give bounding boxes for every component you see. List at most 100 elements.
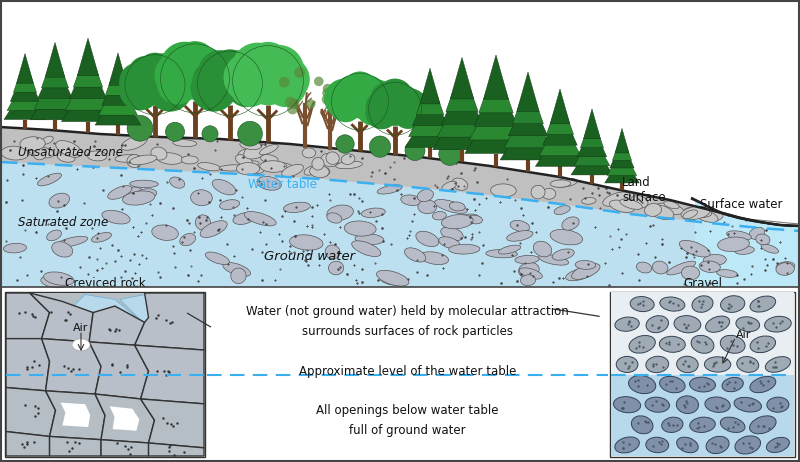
Ellipse shape [679, 240, 710, 257]
Ellipse shape [572, 263, 600, 280]
Polygon shape [474, 77, 518, 127]
Ellipse shape [550, 180, 571, 187]
Ellipse shape [438, 237, 460, 249]
Circle shape [202, 126, 218, 142]
Ellipse shape [3, 243, 26, 253]
Polygon shape [610, 140, 634, 168]
Circle shape [279, 77, 290, 87]
Ellipse shape [646, 437, 669, 453]
Ellipse shape [219, 200, 240, 210]
Ellipse shape [261, 155, 278, 164]
Polygon shape [6, 432, 50, 456]
Ellipse shape [355, 234, 384, 244]
Ellipse shape [684, 207, 711, 218]
Circle shape [392, 97, 425, 129]
Polygon shape [607, 148, 637, 176]
Ellipse shape [342, 154, 355, 164]
Ellipse shape [734, 397, 762, 412]
Polygon shape [46, 391, 105, 440]
Polygon shape [89, 306, 145, 345]
Ellipse shape [631, 416, 653, 434]
Ellipse shape [550, 230, 582, 245]
Ellipse shape [655, 203, 684, 214]
Ellipse shape [1, 146, 29, 160]
Ellipse shape [694, 209, 718, 222]
Ellipse shape [552, 249, 574, 260]
Polygon shape [615, 128, 629, 153]
Ellipse shape [38, 173, 62, 186]
Ellipse shape [130, 180, 158, 188]
Polygon shape [465, 104, 527, 153]
Ellipse shape [776, 261, 794, 271]
Circle shape [157, 63, 198, 104]
Polygon shape [134, 345, 204, 404]
Polygon shape [578, 124, 606, 157]
Ellipse shape [49, 193, 70, 208]
Polygon shape [6, 339, 50, 391]
Ellipse shape [662, 417, 683, 432]
Ellipse shape [219, 165, 247, 171]
Polygon shape [65, 294, 145, 372]
Circle shape [244, 57, 292, 105]
Ellipse shape [750, 377, 776, 393]
Ellipse shape [200, 221, 227, 237]
Ellipse shape [750, 296, 776, 312]
Ellipse shape [257, 176, 282, 190]
Polygon shape [513, 79, 543, 124]
Polygon shape [613, 133, 631, 160]
Circle shape [405, 140, 425, 160]
Polygon shape [550, 89, 570, 124]
Ellipse shape [766, 357, 790, 372]
Polygon shape [500, 116, 556, 160]
Ellipse shape [329, 261, 344, 275]
Circle shape [119, 68, 161, 110]
Circle shape [322, 94, 333, 105]
Polygon shape [42, 339, 101, 394]
Ellipse shape [43, 272, 74, 286]
Ellipse shape [57, 152, 75, 162]
Polygon shape [62, 80, 114, 122]
Circle shape [335, 75, 368, 108]
Bar [5, 292, 205, 457]
Bar [6, 293, 204, 456]
Circle shape [289, 98, 299, 109]
Polygon shape [6, 293, 50, 339]
Ellipse shape [690, 417, 715, 432]
Ellipse shape [690, 377, 715, 392]
Circle shape [193, 61, 232, 100]
Ellipse shape [630, 297, 654, 311]
Ellipse shape [442, 214, 473, 229]
Ellipse shape [377, 185, 402, 194]
Circle shape [154, 53, 198, 97]
Circle shape [238, 122, 262, 146]
Ellipse shape [206, 252, 230, 264]
Ellipse shape [290, 235, 323, 250]
Circle shape [253, 45, 304, 96]
Ellipse shape [151, 147, 167, 160]
Ellipse shape [312, 158, 324, 170]
Ellipse shape [325, 245, 340, 259]
Circle shape [366, 91, 395, 121]
Ellipse shape [180, 233, 195, 246]
Circle shape [190, 65, 237, 112]
Polygon shape [89, 342, 149, 399]
Circle shape [265, 66, 306, 107]
Circle shape [174, 41, 217, 85]
Polygon shape [535, 128, 585, 166]
Circle shape [137, 67, 173, 103]
Ellipse shape [87, 151, 106, 161]
Circle shape [378, 91, 412, 126]
Polygon shape [409, 97, 451, 137]
Text: Water table: Water table [248, 177, 317, 190]
Ellipse shape [212, 179, 236, 195]
Circle shape [174, 57, 216, 100]
Ellipse shape [223, 262, 250, 276]
Polygon shape [571, 142, 613, 175]
Ellipse shape [263, 162, 292, 169]
Ellipse shape [717, 270, 738, 277]
Ellipse shape [244, 144, 267, 159]
Ellipse shape [614, 396, 641, 413]
Ellipse shape [237, 163, 260, 175]
Ellipse shape [510, 220, 530, 231]
Polygon shape [470, 91, 522, 140]
